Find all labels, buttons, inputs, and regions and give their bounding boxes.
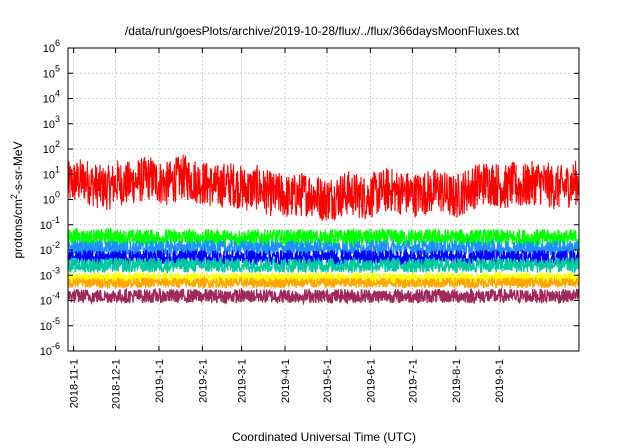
y-axis: 10-610-510-410-310-210-11001011021031041… xyxy=(40,38,579,358)
y-tick-base: 10 xyxy=(43,43,55,55)
y-tick-base: 10 xyxy=(43,94,55,106)
y-tick-exponent: -1 xyxy=(52,215,60,225)
x-tick-label: 2019-1-1 xyxy=(154,359,166,403)
x-tick-label: 2018-11-1 xyxy=(69,359,81,408)
y-tick-exponent: -5 xyxy=(52,316,60,326)
y-axis-title-part-2: -s-sr-MeV xyxy=(11,141,25,194)
y-tick-exponent: -3 xyxy=(52,265,60,275)
y-axis-title: protons/cm2-s-sr-MeV xyxy=(9,141,25,258)
series-line xyxy=(67,275,580,290)
x-tick-label: 2019-8-1 xyxy=(451,359,463,403)
y-tick-exponent: 5 xyxy=(55,63,60,73)
y-tick-label: 10-4 xyxy=(40,291,60,308)
y-tick-exponent: -2 xyxy=(52,240,60,250)
y-tick-base: 10 xyxy=(40,346,52,358)
y-tick-base: 10 xyxy=(43,68,55,80)
x-axis: 2018-11-1 2018-12-1 2019-1-1 2019-2-1 2019-3… xyxy=(69,48,506,409)
y-tick-base: 10 xyxy=(40,321,52,333)
y-tick-label: 102 xyxy=(43,139,60,156)
y-tick-base: 10 xyxy=(40,270,52,282)
x-tick-label: 2019-4-1 xyxy=(280,359,292,403)
chart-title: /data/run/goesPlots/archive/2019-10-28/f… xyxy=(125,24,520,38)
y-tick-label: 106 xyxy=(43,38,60,55)
y-tick-exponent: 4 xyxy=(55,89,60,99)
y-tick-label: 10-3 xyxy=(40,265,60,282)
y-tick-base: 10 xyxy=(43,195,55,207)
y-tick-label: 103 xyxy=(43,114,60,131)
x-tick-label: 2019-2-1 xyxy=(197,359,209,403)
y-tick-label: 10-5 xyxy=(40,316,60,333)
x-tick-label: 2019-3-1 xyxy=(237,359,249,403)
y-tick-exponent: 3 xyxy=(55,114,60,124)
y-tick-exponent: 6 xyxy=(55,38,60,48)
y-tick-label: 10-6 xyxy=(40,341,60,358)
y-tick-base: 10 xyxy=(40,220,52,232)
series-group xyxy=(67,154,580,306)
y-tick-base: 10 xyxy=(43,169,55,181)
y-tick-label: 105 xyxy=(43,63,60,80)
y-tick-base: 10 xyxy=(40,296,52,308)
y-tick-label: 100 xyxy=(43,190,60,207)
y-tick-exponent: -6 xyxy=(52,341,60,351)
y-tick-base: 10 xyxy=(43,119,55,131)
y-tick-base: 10 xyxy=(43,144,55,156)
y-axis-title-part-1: protons/cm xyxy=(11,199,25,258)
y-tick-label: 104 xyxy=(43,89,60,106)
x-tick-label: 2019-5-1 xyxy=(322,359,334,403)
series-line xyxy=(67,248,580,268)
y-tick-label: 101 xyxy=(43,164,60,181)
series-line xyxy=(67,154,580,222)
series-line xyxy=(67,256,580,274)
x-tick-label: 2018-12-1 xyxy=(111,359,123,409)
x-axis-title: Coordinated Universal Time (UTC) xyxy=(232,430,416,444)
y-tick-base: 10 xyxy=(40,245,52,257)
x-tick-label: 2019-7-1 xyxy=(407,359,419,403)
x-tick-label: 2019-9-1 xyxy=(494,359,506,403)
y-tick-exponent: 0 xyxy=(55,190,60,200)
y-axis-title-superscript: 2 xyxy=(9,194,19,199)
y-tick-label: 10-1 xyxy=(40,215,60,232)
y-tick-exponent: 2 xyxy=(55,139,60,149)
series-line xyxy=(67,287,580,306)
y-tick-exponent: 1 xyxy=(55,164,60,174)
y-tick-label: 10-2 xyxy=(40,240,60,257)
y-tick-exponent: -4 xyxy=(52,291,60,301)
x-tick-label: 2019-6-1 xyxy=(365,359,377,403)
